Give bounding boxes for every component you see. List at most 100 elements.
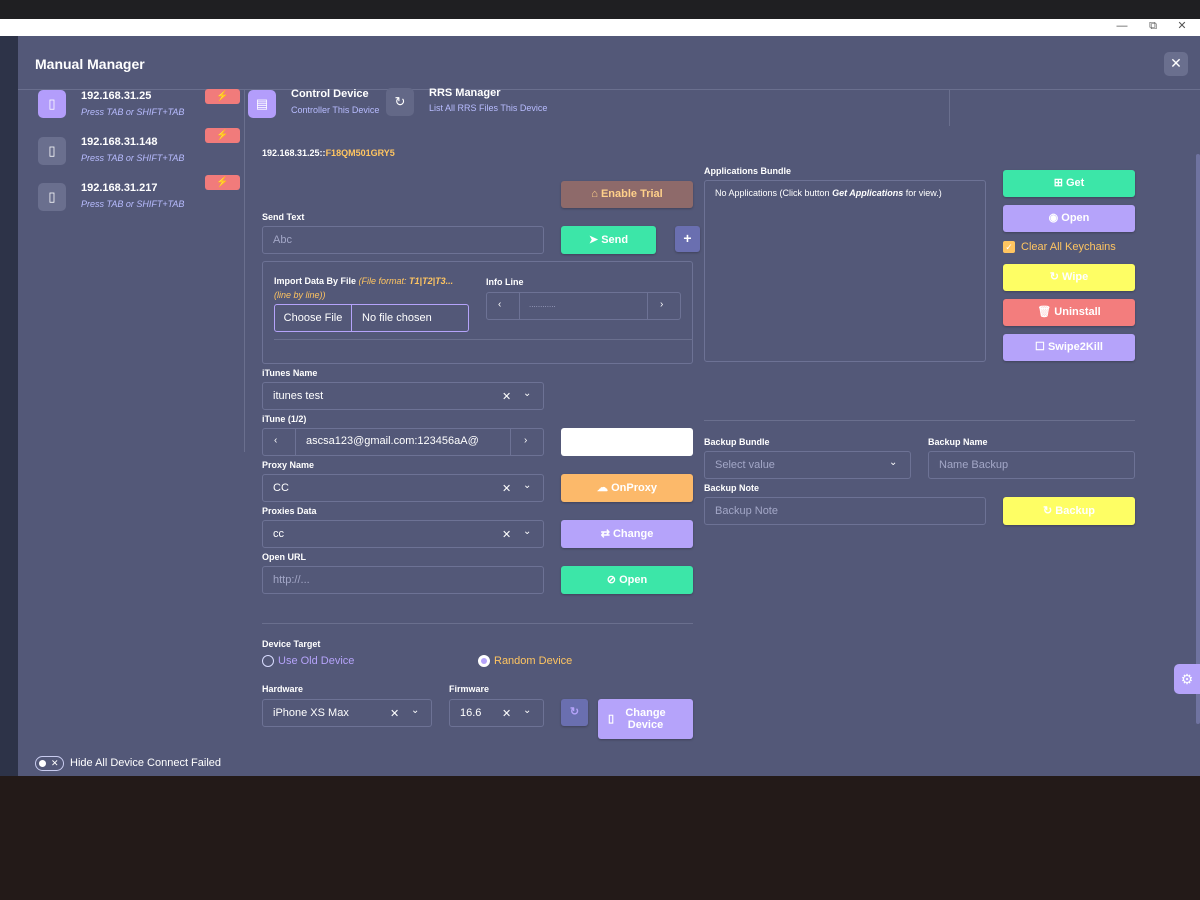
clear-icon[interactable]: ✕ [502, 483, 512, 495]
disconnect-icon[interactable]: ⚡ [205, 175, 240, 190]
phone-icon[interactable]: ▯ [38, 183, 66, 211]
disconnect-icon[interactable]: ⚡ [205, 89, 240, 104]
stepper-divider [295, 429, 296, 455]
gear-icon[interactable]: ⚙ [1174, 664, 1200, 694]
clear-icon[interactable]: ✕ [502, 529, 512, 541]
document-icon[interactable]: ▤ [248, 90, 276, 118]
wipe-button[interactable]: ↻ Wipe [1003, 264, 1135, 291]
close-icon[interactable]: ✕ [1164, 52, 1188, 76]
chevron-down-icon[interactable]: ⌄ [523, 480, 532, 491]
device-hint: Press TAB or SHIFT+TAB [81, 199, 185, 209]
proxy-name-select[interactable]: CC [262, 474, 544, 502]
hide-failed-label: Hide All Device Connect Failed [70, 757, 222, 769]
apps-empty-suffix: for view.) [903, 188, 942, 198]
send-text-input[interactable]: Abc [262, 226, 544, 254]
scrollbar[interactable] [1196, 154, 1200, 724]
onproxy-button[interactable]: ☁ OnProxy [561, 474, 693, 502]
import-label-text: Import Data By File [274, 276, 357, 286]
file-chosen-text: No file chosen [362, 312, 432, 324]
chevron-right-icon[interactable]: › [660, 299, 664, 310]
backup-note-label: Backup Note [704, 483, 760, 493]
change-device-button[interactable]: ▯ Change Device [598, 699, 693, 739]
backup-bundle-select[interactable]: Select value [704, 451, 911, 479]
file-input[interactable]: Choose File No file chosen [274, 304, 469, 332]
clear-icon[interactable]: ✕ [502, 391, 512, 403]
minimize-button[interactable]: — [1116, 20, 1128, 32]
send-label: Send [601, 234, 629, 246]
backup-bundle-label: Backup Bundle [704, 437, 770, 447]
add-button[interactable]: + [675, 226, 700, 252]
device-id: 192.168.31.25::F18QM501GRY5 [262, 148, 395, 158]
import-divider [274, 339, 693, 340]
open-url-button[interactable]: ⊘ Open [561, 566, 693, 594]
random-device-label[interactable]: Random Device [494, 655, 573, 667]
blank-input[interactable] [561, 428, 693, 456]
device-ip[interactable]: 192.168.31.217 [81, 182, 158, 194]
hardware-label: Hardware [262, 684, 304, 694]
section-divider [262, 623, 693, 624]
clear-icon[interactable]: ✕ [502, 708, 512, 720]
chevron-right-icon[interactable]: › [524, 435, 528, 446]
backup-divider [704, 420, 1135, 421]
device-ip[interactable]: 192.168.31.148 [81, 136, 158, 148]
firmware-select[interactable]: 16.6 [449, 699, 544, 727]
clear-icon[interactable]: ✕ [390, 708, 400, 720]
tab-control-device-sub: Controller This Device [291, 105, 380, 115]
import-label: Import Data By File (File format: T1|T2|… [274, 276, 453, 286]
get-button[interactable]: ⊞ Get [1003, 170, 1135, 197]
chevron-left-icon[interactable]: ‹ [274, 435, 278, 446]
refresh-icon[interactable]: ↻ [386, 88, 414, 116]
onproxy-label: OnProxy [611, 482, 657, 494]
close-icon: ✕ [51, 758, 59, 768]
device-hint: Press TAB or SHIFT+TAB [81, 107, 185, 117]
tab-control-device[interactable]: Control Device [291, 88, 369, 100]
get-label: Get [1065, 177, 1085, 189]
open-app-button[interactable]: ◉ Open [1003, 205, 1135, 232]
refresh-icon[interactable]: ↻ [561, 699, 588, 726]
clear-keychains-label[interactable]: Clear All Keychains [1021, 241, 1116, 253]
info-line-label: Info Line [486, 277, 524, 287]
uninstall-button[interactable]: 🗑 Uninstall [1003, 299, 1135, 326]
choose-file-button[interactable]: Choose File [275, 305, 352, 331]
chevron-down-icon[interactable]: ⌄ [523, 388, 532, 399]
phone-icon[interactable]: ▯ [38, 137, 66, 165]
backup-button[interactable]: ↻ Backup [1003, 497, 1135, 525]
proxies-data-select[interactable]: cc [262, 520, 544, 548]
hide-failed-toggle[interactable]: ✕ [35, 756, 64, 771]
clear-keychains-checkbox[interactable]: ✓ [1003, 241, 1015, 253]
random-device-radio[interactable] [478, 655, 490, 667]
chevron-down-icon[interactable]: ⌄ [411, 705, 420, 716]
enable-trial-button[interactable]: ⌂ Enable Trial [561, 181, 693, 208]
device-id-ip: 192.168.31.25:: [262, 148, 326, 158]
open-url-input[interactable]: http://... [262, 566, 544, 594]
chevron-down-icon[interactable]: ⌄ [523, 526, 532, 537]
chevron-down-icon[interactable]: ⌄ [889, 457, 898, 468]
itune-stepper [262, 428, 544, 456]
send-button[interactable]: ➤ Send [561, 226, 656, 254]
use-old-device-label[interactable]: Use Old Device [278, 655, 355, 667]
phone-icon[interactable]: ▯ [38, 90, 66, 118]
device-ip[interactable]: 192.168.31.25 [81, 90, 152, 102]
itune-value: ascsa123@gmail.com:123456aA@ [306, 435, 479, 447]
chevron-down-icon[interactable]: ⌄ [523, 705, 532, 716]
restore-button[interactable]: ⧉ [1149, 20, 1157, 32]
window-close-button[interactable]: ✕ [1177, 20, 1187, 32]
backup-name-input[interactable]: Name Backup [928, 451, 1135, 479]
use-old-device-radio[interactable] [262, 655, 274, 667]
import-line-hint: (line by line)) [274, 290, 326, 300]
proxies-data-label: Proxies Data [262, 506, 317, 516]
chevron-left-icon[interactable]: ‹ [498, 299, 502, 310]
tab-divider [949, 90, 950, 126]
disconnect-icon[interactable]: ⚡ [205, 128, 240, 143]
itunes-name-select[interactable]: itunes test [262, 382, 544, 410]
swipe2kill-button[interactable]: ☐ Swipe2Kill [1003, 334, 1135, 361]
apps-list[interactable] [704, 180, 986, 362]
import-format-prefix: (File format: [358, 276, 410, 286]
change-button[interactable]: ⇄ Change [561, 520, 693, 548]
tab-rrs-manager-sub: List All RRS Files This Device [429, 103, 548, 113]
backup-note-input[interactable]: Backup Note [704, 497, 986, 525]
info-line-stepper [486, 292, 681, 320]
tab-rrs-manager[interactable]: RRS Manager [429, 87, 501, 99]
hardware-select[interactable]: iPhone XS Max [262, 699, 432, 727]
wipe-label: Wipe [1062, 271, 1089, 283]
